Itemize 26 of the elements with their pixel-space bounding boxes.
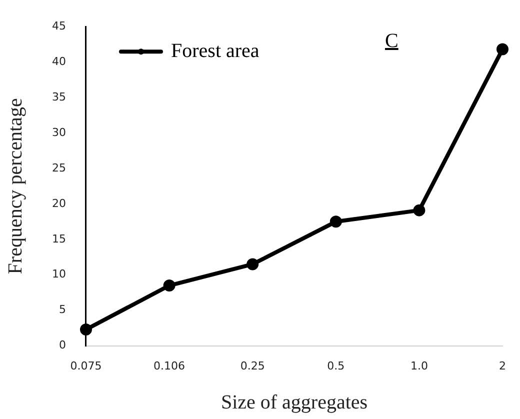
- x-tick-label: 2: [499, 359, 506, 372]
- y-tick-label: 45: [52, 19, 66, 32]
- legend-label: Forest area: [170, 40, 260, 62]
- x-axis-title: Size of aggregates: [220, 391, 368, 414]
- point: [496, 43, 508, 56]
- y-tick-label: 35: [52, 90, 66, 104]
- point: [330, 216, 342, 228]
- y-tick-label: 5: [58, 303, 66, 316]
- y-tick-label: 0: [58, 338, 66, 352]
- x-tick-label: 0.106: [154, 359, 186, 372]
- x-tick-label: 0.25: [240, 359, 265, 372]
- x-tick-label: 0.5: [327, 359, 345, 372]
- y-tick-label: 20: [52, 196, 66, 210]
- point: [163, 280, 176, 292]
- point: [80, 323, 92, 336]
- y-tick-label: 25: [52, 161, 66, 174]
- y-axis-title: Frequency percentage: [4, 98, 26, 274]
- y-tick-label: 10: [52, 268, 66, 281]
- annotation: C: [385, 30, 398, 53]
- point: [413, 204, 426, 216]
- y-tick-label: 30: [52, 126, 66, 139]
- x-tick-label: 0.075: [70, 359, 102, 372]
- point: [246, 258, 259, 270]
- y-tick-label: 15: [52, 232, 66, 246]
- x-tick-label: 1.0: [410, 359, 428, 372]
- y-tick-label: 40: [52, 54, 66, 68]
